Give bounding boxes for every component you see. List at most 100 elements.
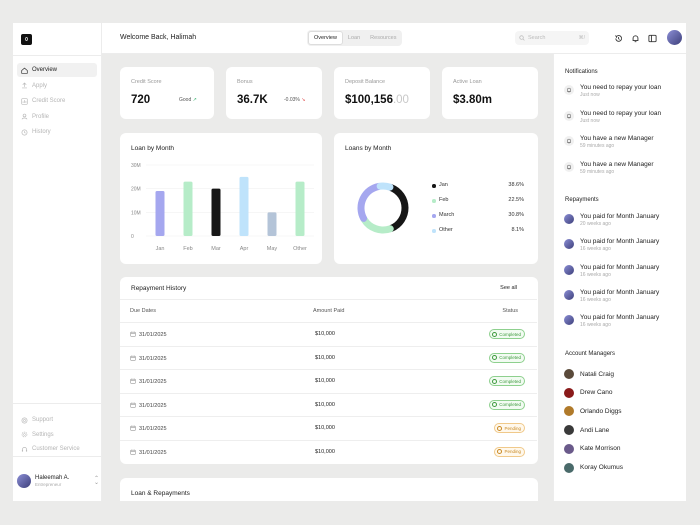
legend-item: Jan 38.6%	[432, 182, 524, 190]
user-profile-menu[interactable]: Haleemah A. Entrepreneur ⌃ ⌄	[17, 470, 99, 492]
amount-paid: $10,000	[315, 354, 335, 361]
notification-content: You need to repay your loan Just now	[580, 110, 661, 124]
repayment-item[interactable]: You paid for Month January 16 weeks ago	[564, 314, 659, 328]
manager-name: Kate Morrison	[580, 445, 621, 453]
stat-value: 36.7K	[237, 94, 268, 106]
repayment-text: You paid for Month January	[580, 314, 660, 322]
legend-value: 38.6%	[508, 182, 524, 188]
sidebar-nav: Overview Apply Credit Score Profile Hist…	[17, 63, 97, 141]
account-manager-item[interactable]: Kate Morrison	[564, 443, 621, 454]
notification-item[interactable]: You have a new Manager 59 minutes ago	[564, 161, 653, 175]
legend-label: March	[439, 212, 455, 218]
logo[interactable]: 0	[21, 34, 32, 45]
notification-item[interactable]: You need to repay your loan Just now	[564, 110, 661, 124]
sidebar-item-history[interactable]: History	[17, 125, 97, 139]
clock-icon	[497, 425, 503, 431]
repayment-content: You paid for Month January 16 weeks ago	[580, 289, 659, 303]
tab-overview[interactable]: Overview	[308, 31, 343, 45]
repayment-item[interactable]: You paid for Month January 20 weeks ago	[564, 213, 659, 227]
sidebar-item-overview[interactable]: Overview	[17, 63, 97, 77]
stat-label: Bonus	[237, 79, 253, 85]
stat-card-bonus: Bonus 36.7K -0.03% ↘	[226, 67, 322, 119]
status-text: Completed	[499, 331, 521, 337]
repayment-item[interactable]: You paid for Month January 16 weeks ago	[564, 264, 659, 278]
account-manager-item[interactable]: Orlando Diggs	[564, 406, 622, 417]
repayment-item[interactable]: You paid for Month January 16 weeks ago	[564, 289, 659, 303]
table-row[interactable]: 31/01/2025 $10,000 Pending	[120, 439, 537, 463]
notification-text: You have a new Manager	[580, 135, 654, 142]
amount-paid: $10,000	[315, 331, 335, 337]
table-row[interactable]: 31/01/2025 $10,000 Completed	[120, 392, 537, 416]
donut-slice[interactable]	[360, 216, 394, 234]
trend-up-icon: ↗	[192, 97, 197, 103]
y-tick-label: 20M	[131, 187, 141, 193]
repayment-content: You paid for Month January 16 weeks ago	[580, 264, 659, 278]
status-text: Completed	[499, 378, 521, 384]
repayment-item[interactable]: You paid for Month January 16 weeks ago	[564, 238, 659, 252]
x-tick-label: Jan	[156, 246, 165, 252]
bar[interactable]	[183, 181, 193, 236]
repayment-text: You paid for Month January	[580, 288, 660, 296]
header-avatar[interactable]	[667, 30, 682, 45]
due-date-cell: 31/01/2025	[130, 449, 167, 457]
sidebar-item-credit-score[interactable]: Credit Score	[17, 94, 97, 108]
bar-chart: 30M 20M 10M 0 Jan Feb Mar Apr May Other	[131, 163, 314, 252]
repayments-title: Repayments	[565, 197, 599, 203]
help-icon	[21, 417, 28, 424]
amount-paid: $10,000	[315, 448, 335, 455]
table-row[interactable]: 31/01/2025 $10,000 Completed	[120, 322, 537, 345]
sidebar-item-settings[interactable]: Settings	[17, 428, 97, 442]
sidebar-item-apply[interactable]: Apply	[17, 79, 97, 93]
stat-label: Credit Score	[131, 79, 162, 85]
search-input[interactable]	[528, 35, 576, 41]
sidebar-item-label: Profile	[32, 113, 50, 120]
sidebar-item-customer-service[interactable]: Customer Service	[17, 442, 97, 456]
bar[interactable]	[267, 212, 277, 236]
account-manager-item[interactable]: Andi Lane	[564, 425, 609, 436]
donut-slice[interactable]	[376, 182, 394, 191]
amount-paid: $10,000	[315, 425, 335, 431]
stat-value: 720	[131, 94, 151, 106]
avatar	[564, 443, 574, 454]
account-manager-item[interactable]: Natali Craig	[564, 369, 614, 379]
legend-label: Feb	[439, 197, 449, 203]
column-header-amount-paid: Amount Paid	[313, 308, 345, 314]
bar[interactable]	[211, 188, 221, 236]
notification-item[interactable]: You need to repay your loan Just now	[564, 84, 661, 98]
tab-loan[interactable]: Loan	[347, 35, 361, 41]
see-all-link[interactable]: See all	[500, 285, 517, 291]
table-row[interactable]: 31/01/2025 $10,000 Completed	[120, 369, 537, 392]
table-row[interactable]: 31/01/2025 $10,000 Completed	[120, 345, 537, 369]
donut-slice[interactable]	[357, 182, 383, 222]
legend-label: Other	[439, 227, 453, 233]
check-circle-icon	[492, 378, 498, 384]
bar[interactable]	[155, 191, 165, 236]
bell-icon[interactable]	[629, 32, 641, 44]
bar[interactable]	[295, 181, 305, 236]
avatar	[564, 289, 574, 300]
tab-resources[interactable]: Resources	[370, 35, 397, 41]
notification-text: You need to repay your loan	[580, 109, 662, 117]
home-icon	[21, 67, 28, 74]
y-tick-label: 10M	[131, 210, 141, 216]
sidebar-item-label: Settings	[32, 431, 54, 438]
sidebar-item-profile[interactable]: Profile	[17, 110, 97, 124]
panel-toggle-icon[interactable]	[646, 32, 658, 44]
bell-icon	[564, 161, 574, 172]
bar[interactable]	[239, 176, 249, 236]
notification-time: 59 minutes ago	[580, 143, 615, 149]
due-date: 31/01/2025	[139, 426, 167, 432]
notification-content: You have a new Manager 59 minutes ago	[580, 135, 653, 149]
sidebar-item-label: Credit Score	[32, 98, 66, 104]
history-icon[interactable]	[612, 32, 624, 44]
stat-label: Deposit Balance	[345, 79, 386, 85]
sidebar-item-support[interactable]: Support	[17, 413, 97, 427]
account-manager-item[interactable]: Drew Cano	[564, 387, 613, 398]
donut-slice[interactable]	[387, 184, 409, 232]
table-row[interactable]: 31/01/2025 $10,000 Pending	[120, 416, 537, 439]
repayment-time: 16 weeks ago	[580, 246, 611, 253]
account-manager-item[interactable]: Koray Okumus	[564, 462, 623, 473]
repayment-content: You paid for Month January 16 weeks ago	[580, 314, 659, 328]
notification-item[interactable]: You have a new Manager 59 minutes ago	[564, 135, 653, 149]
app-window: 0 Overview Apply Credit Score Profile Hi…	[13, 23, 686, 501]
